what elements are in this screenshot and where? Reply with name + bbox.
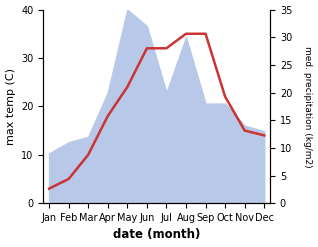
Y-axis label: max temp (C): max temp (C) bbox=[5, 68, 16, 145]
Y-axis label: med. precipitation (kg/m2): med. precipitation (kg/m2) bbox=[303, 45, 313, 167]
X-axis label: date (month): date (month) bbox=[113, 228, 200, 242]
